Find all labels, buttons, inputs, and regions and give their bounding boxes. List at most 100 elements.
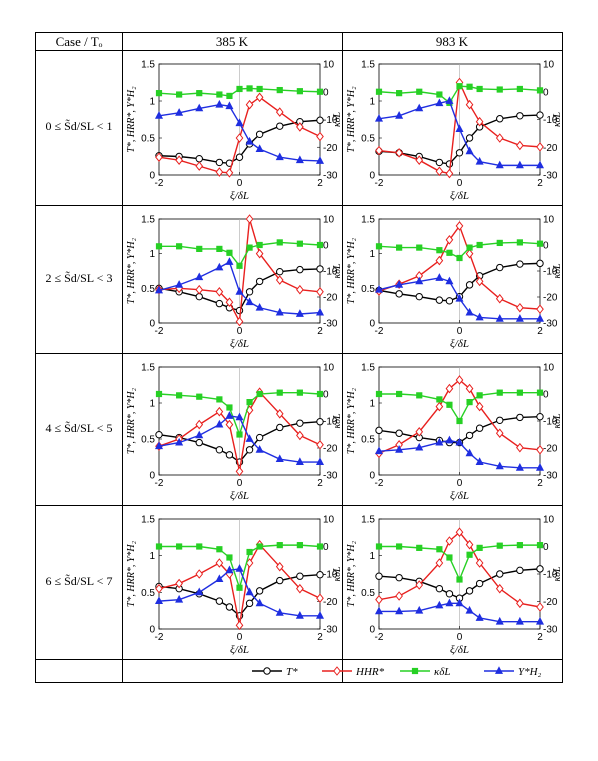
data-point-t — [296, 419, 304, 427]
data-point-t — [496, 263, 504, 272]
data-point-t — [516, 112, 524, 120]
data-point-hrr — [296, 284, 304, 295]
data-point-kappa — [496, 86, 503, 93]
data-point-yh2 — [315, 156, 325, 164]
data-point-t — [496, 416, 504, 424]
y-right-tick-label: -30 — [543, 471, 558, 482]
data-point-hrr — [395, 591, 403, 601]
data-point-t — [496, 570, 504, 578]
data-point-kappa — [396, 244, 403, 251]
data-point-kappa — [466, 83, 473, 90]
header-385k: 385 K — [215, 34, 249, 49]
data-point-kappa — [296, 542, 303, 549]
data-point-kappa — [476, 241, 483, 249]
data-point-kappa — [375, 88, 383, 95]
y-right-tick-label: -20 — [543, 143, 558, 154]
row-divider — [36, 659, 562, 660]
y-left-tick-label: 1 — [369, 249, 375, 260]
y-right-tick-label: -10 — [323, 570, 338, 581]
data-point-yh2 — [415, 442, 424, 451]
data-point-kappa — [436, 396, 443, 403]
y-left-tick-label: 1.5 — [141, 60, 155, 71]
data-point-kappa — [226, 404, 233, 411]
data-point-hrr — [475, 401, 484, 412]
data-point-kappa — [226, 249, 233, 256]
data-point-t — [496, 115, 504, 123]
y-right-tick-label: 10 — [543, 363, 555, 374]
data-point-yh2 — [374, 284, 384, 293]
y-left-axis-label: T*, HRR*, Y*H₂ — [126, 86, 137, 153]
x-axis-label: ξ/δL — [230, 490, 249, 502]
data-point-t — [276, 267, 284, 276]
data-point-hrr — [495, 293, 504, 304]
data-point-yh2 — [175, 280, 184, 288]
data-point-yh2 — [225, 101, 234, 110]
x-tick-label: 0 — [237, 478, 243, 489]
data-point-hrr — [435, 255, 444, 266]
data-point-t — [455, 149, 464, 157]
data-point-hrr — [275, 275, 284, 285]
data-point-t — [465, 134, 474, 142]
data-point-yh2 — [495, 160, 504, 169]
row-divider — [36, 205, 562, 206]
data-point-yh2 — [175, 437, 184, 446]
data-point-kappa — [246, 85, 253, 92]
data-point-t — [235, 306, 244, 315]
data-point-kappa — [276, 542, 283, 549]
data-point-hrr — [465, 383, 474, 394]
y-left-tick-label: 1.5 — [141, 215, 155, 226]
y-right-tick-label: -10 — [543, 570, 558, 581]
data-point-yh2 — [154, 285, 164, 294]
y-left-tick-label: 1.5 — [361, 515, 375, 526]
data-point-yh2 — [445, 276, 454, 285]
data-point-t — [316, 116, 324, 124]
data-point-hrr — [245, 99, 254, 110]
y-left-tick-label: 0 — [149, 171, 155, 182]
case-label-0: 0 ≤ S̃d/SL < 1 — [45, 119, 113, 133]
data-point-t — [475, 424, 484, 432]
data-point-yh2 — [175, 594, 184, 603]
x-axis-label: ξ/δL — [450, 190, 469, 202]
data-point-t — [215, 446, 224, 454]
data-point-yh2 — [235, 287, 244, 295]
y-left-axis-label: T*, HRR*, Y*H₂ — [346, 86, 357, 153]
y-right-tick-label: 10 — [323, 363, 335, 374]
data-point-t — [375, 572, 383, 580]
data-point-t — [395, 290, 403, 298]
data-point-hrr — [215, 167, 224, 177]
data-point-hrr — [465, 539, 474, 550]
y-left-tick-label: 1.5 — [361, 60, 375, 71]
data-point-kappa — [196, 90, 203, 97]
data-point-t — [316, 265, 324, 273]
data-point-hrr — [475, 276, 484, 287]
y-right-tick-label: -20 — [543, 597, 558, 608]
y-left-tick-label: 0.5 — [361, 588, 375, 599]
data-point-hrr — [195, 419, 204, 430]
data-point-kappa — [536, 240, 544, 247]
data-point-kappa — [496, 389, 503, 396]
data-point-yh2 — [195, 103, 204, 112]
data-point-hrr — [195, 161, 204, 171]
data-point-yh2 — [215, 99, 224, 108]
data-point-kappa — [396, 90, 403, 97]
data-point-kappa — [246, 244, 253, 251]
data-point-t — [435, 296, 444, 304]
y-left-tick-label: 1.5 — [141, 515, 155, 526]
x-tick-label: 0 — [457, 178, 463, 189]
y-right-tick-label: -10 — [543, 267, 558, 278]
y-right-axis-label: κδL — [332, 112, 343, 127]
data-point-yh2 — [455, 437, 464, 446]
data-point-kappa — [476, 392, 483, 399]
data-point-kappa — [416, 544, 423, 551]
data-point-hrr — [255, 92, 264, 103]
data-point-yh2 — [245, 136, 254, 145]
data-point-hrr — [235, 466, 244, 477]
data-point-t — [465, 281, 474, 289]
data-point-hrr — [465, 99, 474, 110]
data-point-hrr — [415, 155, 424, 166]
data-point-yh2 — [225, 411, 234, 419]
data-point-kappa — [296, 389, 303, 396]
data-point-kappa — [446, 249, 453, 256]
data-point-t — [415, 292, 423, 301]
y-left-axis-label: T*, HRR*, Y*H₂ — [346, 237, 357, 304]
